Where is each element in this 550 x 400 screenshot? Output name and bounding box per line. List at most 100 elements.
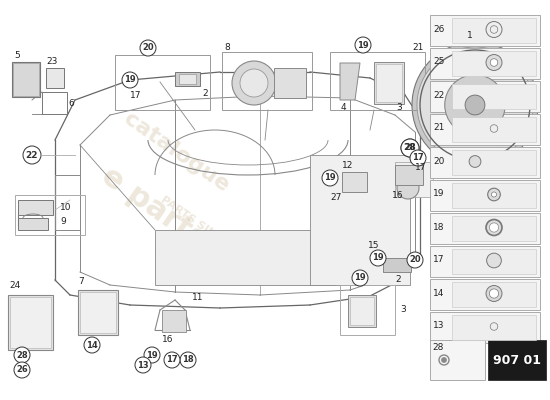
- Text: 21: 21: [412, 44, 424, 52]
- Text: e parts: e parts: [96, 161, 212, 255]
- Bar: [430, 180, 540, 211]
- Circle shape: [355, 37, 371, 53]
- Text: 27: 27: [330, 194, 342, 202]
- Text: 9: 9: [60, 218, 66, 226]
- Text: 19: 19: [354, 274, 366, 282]
- Bar: [452, 315, 536, 340]
- Bar: [350, 297, 374, 325]
- Circle shape: [492, 192, 497, 197]
- Bar: [452, 216, 536, 241]
- Circle shape: [490, 59, 498, 66]
- Bar: [42, 92, 67, 114]
- Circle shape: [232, 61, 276, 105]
- Circle shape: [14, 362, 30, 378]
- Bar: [13, 63, 39, 96]
- Text: 28: 28: [16, 350, 28, 360]
- Text: 17: 17: [412, 154, 424, 162]
- Circle shape: [14, 347, 30, 363]
- Circle shape: [370, 250, 386, 266]
- Bar: [430, 340, 485, 380]
- Text: 4: 4: [341, 104, 346, 112]
- Circle shape: [486, 54, 502, 70]
- Bar: [179, 74, 196, 84]
- Bar: [155, 230, 335, 285]
- Bar: [430, 213, 540, 244]
- Bar: [18, 200, 53, 215]
- Text: 11: 11: [192, 294, 204, 302]
- Text: 13: 13: [433, 322, 444, 330]
- Bar: [222, 52, 312, 110]
- Text: 3: 3: [400, 306, 406, 314]
- Bar: [383, 258, 411, 272]
- Text: 17: 17: [433, 256, 444, 264]
- Text: 18: 18: [433, 222, 444, 232]
- Text: 2: 2: [395, 276, 400, 284]
- Text: 16: 16: [392, 190, 404, 200]
- Bar: [12, 62, 40, 97]
- Circle shape: [417, 47, 533, 163]
- Text: 26: 26: [433, 24, 444, 34]
- Text: 15: 15: [368, 240, 380, 250]
- Bar: [452, 51, 536, 76]
- Bar: [430, 246, 540, 277]
- Bar: [430, 114, 540, 145]
- Bar: [430, 147, 540, 178]
- Circle shape: [486, 220, 502, 236]
- Bar: [374, 62, 404, 104]
- Bar: [395, 165, 423, 185]
- Text: 14: 14: [86, 340, 98, 350]
- Circle shape: [240, 69, 268, 97]
- Bar: [488, 340, 546, 380]
- Circle shape: [23, 146, 41, 164]
- Circle shape: [487, 253, 502, 268]
- Circle shape: [445, 75, 505, 135]
- Circle shape: [397, 177, 419, 199]
- Circle shape: [465, 95, 485, 115]
- Circle shape: [144, 347, 160, 363]
- Circle shape: [412, 42, 538, 168]
- Bar: [340, 285, 395, 335]
- Bar: [15, 195, 85, 235]
- Bar: [80, 292, 116, 333]
- Circle shape: [410, 150, 426, 166]
- Bar: [452, 18, 536, 43]
- Text: 20: 20: [433, 156, 444, 166]
- Bar: [78, 290, 118, 335]
- Text: 7: 7: [78, 278, 84, 286]
- Text: 26: 26: [16, 366, 28, 374]
- Circle shape: [180, 352, 196, 368]
- Bar: [452, 84, 536, 109]
- Text: 19: 19: [324, 174, 336, 182]
- Text: 12: 12: [342, 160, 353, 170]
- Text: 28: 28: [432, 344, 443, 352]
- Circle shape: [140, 40, 156, 56]
- Circle shape: [401, 139, 419, 157]
- Text: 19: 19: [433, 190, 444, 198]
- Text: 20: 20: [409, 256, 421, 264]
- Text: 1: 1: [467, 30, 473, 40]
- Bar: [18, 218, 48, 230]
- Text: PARTS SINCE 1985: PARTS SINCE 1985: [159, 195, 259, 269]
- Bar: [10, 297, 51, 348]
- Bar: [452, 282, 536, 307]
- Text: 6: 6: [68, 100, 74, 108]
- Text: 22: 22: [26, 150, 39, 160]
- Text: 2: 2: [202, 90, 208, 98]
- Text: 19: 19: [357, 40, 369, 50]
- Circle shape: [490, 223, 499, 232]
- Text: 17: 17: [166, 356, 178, 364]
- Bar: [330, 52, 425, 110]
- Bar: [430, 15, 540, 46]
- Bar: [376, 64, 402, 102]
- Text: 13: 13: [137, 360, 149, 370]
- Bar: [175, 72, 200, 86]
- Polygon shape: [340, 63, 360, 100]
- Bar: [452, 150, 536, 175]
- Bar: [395, 162, 433, 197]
- Circle shape: [401, 139, 419, 157]
- Bar: [430, 81, 540, 112]
- Circle shape: [352, 270, 368, 286]
- Bar: [310, 155, 410, 285]
- Circle shape: [164, 352, 180, 368]
- Text: 28: 28: [404, 144, 416, 152]
